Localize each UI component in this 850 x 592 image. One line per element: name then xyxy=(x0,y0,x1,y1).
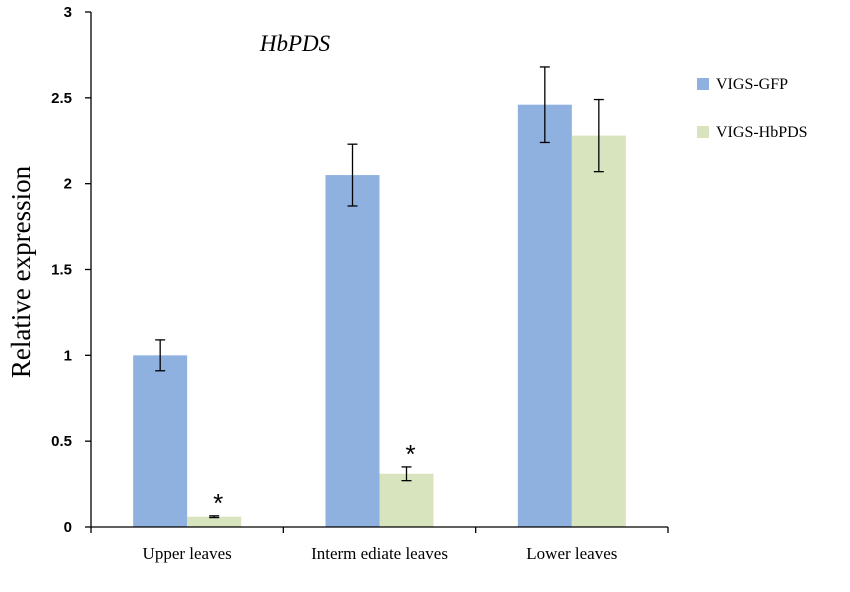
bar xyxy=(571,135,626,527)
y-tick-label: 2.5 xyxy=(51,90,72,107)
significance-markers: ** xyxy=(213,439,415,518)
y-tick-label: 1.5 xyxy=(51,262,72,279)
category-label: Upper leaves xyxy=(143,544,232,563)
legend-label-vigs-hbpds: VIGS-HbPDS xyxy=(716,124,808,141)
y-tick-label: 3 xyxy=(64,4,72,21)
bar xyxy=(379,473,434,527)
y-tick-label: 0.5 xyxy=(51,433,72,450)
legend-swatch-vigs-hbpds xyxy=(697,126,709,138)
bar xyxy=(325,175,380,528)
x-axis-ticks xyxy=(90,527,669,533)
bar xyxy=(133,355,188,527)
y-axis-ticks: 0 0.5 1 1.5 2 2.5 3 xyxy=(51,4,91,536)
category-label: Lower leaves xyxy=(526,544,617,563)
bars xyxy=(133,104,626,528)
bar xyxy=(187,516,242,527)
y-tick-label: 2 xyxy=(64,176,72,193)
category-label: Interm ediate leaves xyxy=(311,544,448,563)
y-axis-title: Relative expression xyxy=(6,165,36,378)
significance-star: * xyxy=(213,488,223,518)
chart-title: HbPDS xyxy=(259,31,331,56)
significance-star: * xyxy=(405,439,415,469)
category-labels: Upper leaves Interm ediate leaves Lower le… xyxy=(143,544,618,563)
error-bars xyxy=(155,66,604,519)
legend-swatch-vigs-gfp xyxy=(697,78,709,90)
legend: VIGS-GFP VIGS-HbPDS xyxy=(697,76,808,141)
bar xyxy=(517,104,572,527)
legend-label-vigs-gfp: VIGS-GFP xyxy=(716,76,788,93)
y-tick-label: 0 xyxy=(64,519,72,536)
y-tick-label: 1 xyxy=(64,347,72,364)
